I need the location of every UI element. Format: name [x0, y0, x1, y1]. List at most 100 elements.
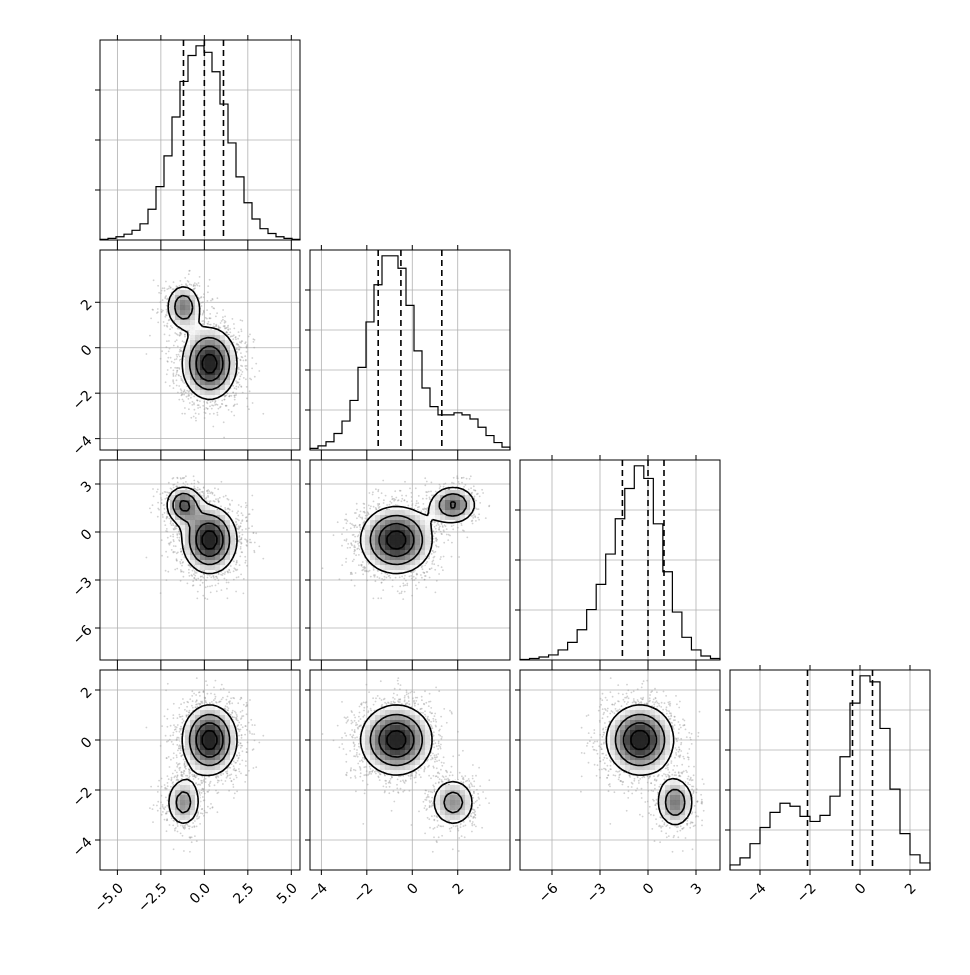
scatter-point	[157, 489, 159, 491]
scatter-point	[177, 552, 179, 554]
density-cell	[215, 380, 220, 385]
scatter-point	[231, 411, 233, 413]
scatter-point	[210, 576, 212, 578]
scatter-point	[198, 282, 200, 284]
scatter-point	[229, 572, 231, 574]
scatter-point	[167, 556, 169, 558]
scatter-point	[242, 514, 244, 516]
scatter-point	[254, 551, 256, 553]
scatter-point	[176, 379, 178, 381]
scatter-point	[177, 482, 179, 484]
scatter-point	[236, 344, 238, 346]
scatter-point	[194, 575, 196, 577]
scatter-point	[239, 384, 241, 386]
scatter-point	[156, 491, 158, 493]
scatter-point	[160, 497, 162, 499]
scatter-point	[230, 565, 232, 567]
scatter-point	[207, 285, 209, 287]
scatter-point	[225, 405, 227, 407]
scatter-point	[189, 575, 191, 577]
scatter-point	[241, 529, 243, 531]
scatter-point	[233, 405, 235, 407]
scatter-point	[238, 382, 240, 384]
scatter-point	[172, 534, 174, 536]
scatter-point	[172, 288, 174, 290]
scatter-point	[249, 539, 251, 541]
scatter-point	[183, 341, 185, 343]
scatter-point	[213, 413, 215, 415]
scatter-point	[252, 402, 254, 404]
scatter-point	[241, 386, 243, 388]
scatter-point	[204, 417, 206, 419]
scatter-point	[246, 351, 248, 353]
x-tick-label: −4	[744, 880, 770, 906]
scatter-point	[233, 561, 235, 563]
scatter-point	[222, 316, 224, 318]
scatter-point	[180, 550, 182, 552]
density-cell	[230, 360, 235, 365]
scatter-point	[202, 314, 204, 316]
scatter-point	[246, 505, 248, 507]
scatter-point	[157, 308, 159, 310]
scatter-point	[207, 402, 209, 404]
scatter-point	[245, 359, 247, 361]
scatter-point	[214, 579, 216, 581]
scatter-point	[156, 312, 158, 314]
scatter-point	[207, 291, 209, 293]
scatter-point	[241, 320, 243, 322]
scatter-point	[195, 420, 197, 422]
density-cell	[225, 380, 230, 385]
density-cell	[215, 390, 220, 395]
scatter-point	[213, 307, 215, 309]
scatter-point	[205, 412, 207, 414]
scatter-point	[215, 316, 217, 318]
scatter-point	[166, 579, 168, 581]
scatter-point	[166, 518, 168, 520]
scatter-point	[180, 548, 182, 550]
density-cell	[220, 335, 225, 340]
density-cell	[230, 365, 235, 370]
scatter-point	[165, 381, 167, 383]
scatter-point	[197, 481, 199, 483]
scatter-point	[222, 319, 224, 321]
scatter-point	[161, 311, 163, 313]
scatter-point	[164, 524, 166, 526]
scatter-point	[245, 502, 247, 504]
scatter-point	[212, 426, 214, 428]
density-cell	[210, 330, 215, 335]
scatter-point	[235, 338, 237, 340]
density-cell	[195, 325, 200, 330]
scatter-point	[201, 296, 203, 298]
scatter-point	[243, 578, 245, 580]
scatter-point	[253, 341, 255, 343]
scatter-point	[258, 546, 260, 548]
scatter-point	[170, 325, 172, 327]
scatter-point	[179, 349, 181, 351]
scatter-point	[153, 496, 155, 498]
scatter-point	[193, 396, 195, 398]
scatter-point	[166, 516, 168, 518]
scatter-point	[240, 342, 242, 344]
scatter-point	[254, 376, 256, 378]
scatter-point	[246, 344, 248, 346]
scatter-point	[185, 392, 187, 394]
scatter-point	[183, 390, 185, 392]
scatter-point	[180, 569, 182, 571]
scatter-point	[168, 482, 170, 484]
scatter-point	[158, 292, 160, 294]
scatter-point	[203, 296, 205, 298]
scatter-point	[221, 403, 223, 405]
density-cell	[190, 340, 195, 345]
scatter-point	[184, 336, 186, 338]
scatter-point	[198, 413, 200, 415]
scatter-point	[176, 356, 178, 358]
scatter-point	[178, 385, 180, 387]
scatter-point	[249, 513, 251, 515]
hist-panel-3	[515, 455, 720, 665]
scatter-point	[183, 394, 185, 396]
density-cell	[185, 305, 190, 310]
scatter-point	[224, 325, 226, 327]
scatter-point	[210, 500, 212, 502]
scatter-point	[218, 573, 220, 575]
scatter-point	[219, 407, 221, 409]
